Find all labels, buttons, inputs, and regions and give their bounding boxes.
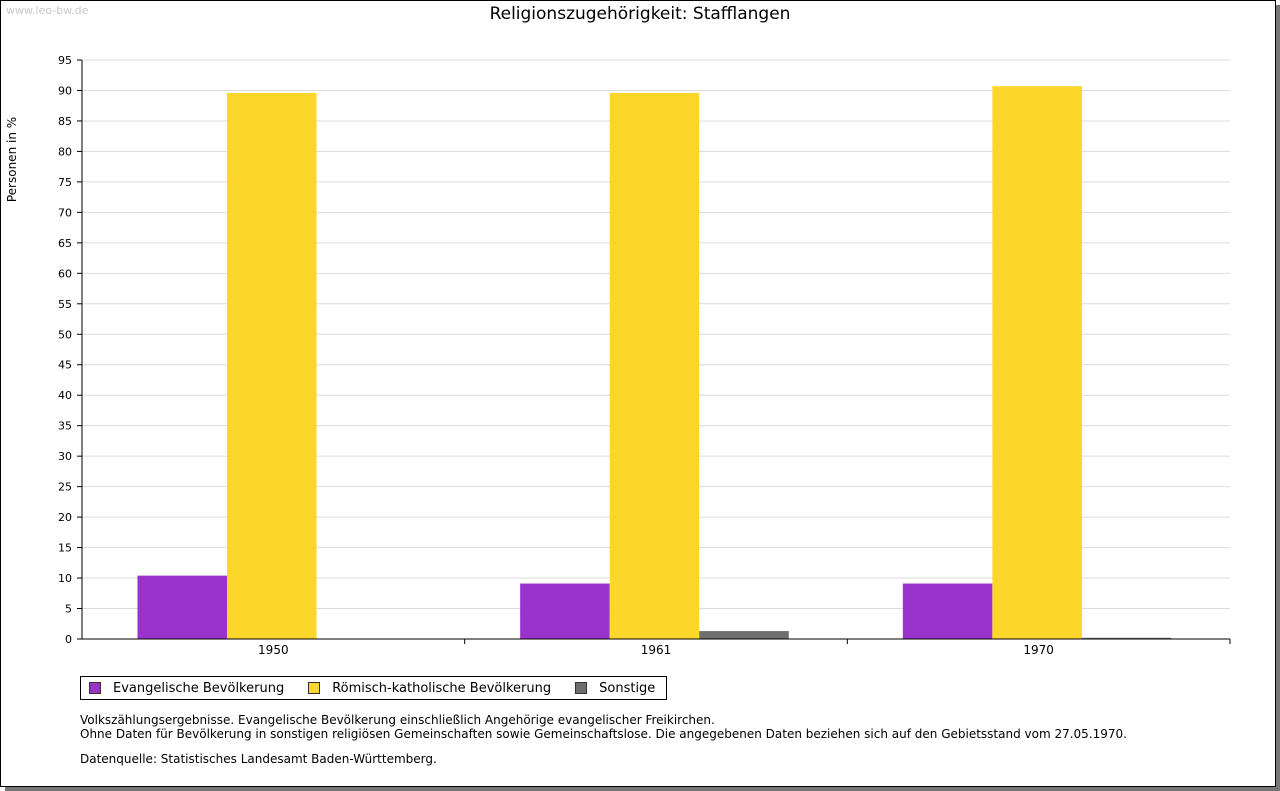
legend-label-3: Sonstige: [599, 680, 656, 696]
legend-swatch-3: [575, 682, 588, 694]
bar-1961-1: [520, 583, 610, 639]
y-tick-label-95: 95: [58, 54, 72, 67]
y-tick-label-15: 15: [58, 542, 72, 555]
bar-1950-1: [137, 575, 228, 639]
x-tick-label-1961: 1961: [641, 643, 672, 657]
legend: Evangelische Bevölkerung Römisch-katholis…: [80, 676, 668, 700]
bar-1961-2: [609, 92, 700, 640]
y-tick-label-85: 85: [58, 115, 72, 128]
legend-item-1: Evangelische Bevölkerung: [89, 681, 284, 696]
y-tick-label-35: 35: [58, 420, 72, 433]
y-tick-label-90: 90: [58, 84, 72, 97]
y-tick-label-30: 30: [58, 450, 72, 463]
y-tick-label-50: 50: [58, 328, 72, 341]
y-tick-label-55: 55: [58, 298, 72, 311]
bar-1970-2: [992, 86, 1082, 639]
y-tick-label-65: 65: [58, 237, 72, 250]
legend-swatch-2: [308, 682, 321, 694]
watermark: www.leo-bw.de: [6, 4, 89, 17]
y-tick-label-40: 40: [58, 389, 72, 402]
y-tick-label-60: 60: [58, 267, 72, 280]
legend-item-2: Römisch-katholische Bevölkerung: [308, 681, 551, 696]
y-tick-label-70: 70: [58, 206, 72, 219]
chart-notes: Volkszählungsergebnisse. Evangelische Be…: [80, 713, 1127, 741]
legend-item-3: Sonstige: [575, 681, 655, 696]
bar-1970-3: [1081, 637, 1172, 639]
x-tick-label-1970: 1970: [1023, 643, 1054, 657]
legend-label-2: Römisch-katholische Bevölkerung: [332, 680, 552, 696]
y-tick-label-20: 20: [58, 511, 72, 524]
legend-swatch-1: [89, 682, 101, 694]
note-line-1: Volkszählungsergebnisse. Evangelische Be…: [80, 713, 715, 727]
legend-label-1: Evangelische Bevölkerung: [113, 680, 285, 696]
bar-1970-1: [902, 583, 993, 639]
y-tick-label-25: 25: [58, 481, 72, 494]
note-line-2: Ohne Daten für Bevölkerung in sonstigen …: [80, 727, 1127, 741]
chart-title: Religionszugehörigkeit: Stafflangen: [489, 4, 791, 24]
bar-chart: 0 5 10 15 20 25 30 35 40 45 50 55 60 65 70 75 80 85 90 95 Pe…: [5, 54, 1231, 657]
bar-1961-3: [699, 631, 789, 639]
y-tick-label-5: 5: [65, 603, 72, 616]
y-tick-label-0: 0: [65, 633, 72, 646]
y-tick-label-45: 45: [58, 359, 72, 372]
bar-1950-2: [227, 92, 317, 640]
data-source: Datenquelle: Statistisches Landesamt Bad…: [80, 752, 437, 766]
y-axis-label: Personen in %: [5, 117, 19, 202]
y-tick-label-75: 75: [58, 176, 72, 189]
y-tick-label-10: 10: [58, 572, 72, 585]
y-tick-label-80: 80: [58, 145, 72, 158]
x-tick-label-1950: 1950: [258, 643, 289, 657]
